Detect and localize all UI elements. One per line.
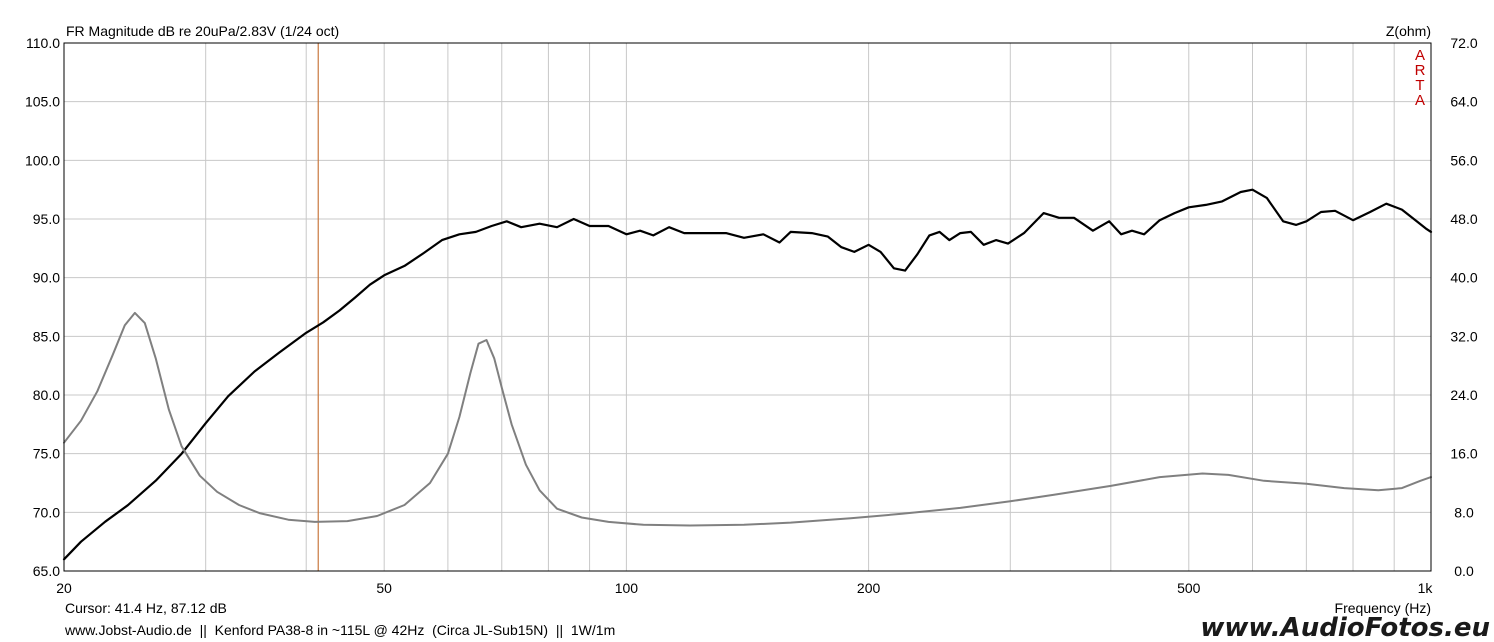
measurement-info: www.Jobst-Audio.de || Kenford PA38-8 in …	[64, 622, 615, 638]
x-tick-label: 100	[615, 580, 639, 596]
x-tick-label: 200	[857, 580, 881, 596]
left-y-tick-label: 80.0	[33, 387, 60, 403]
watermark: www.AudioFotos.eu	[1200, 613, 1490, 642]
right-axis-label: Z(ohm)	[1386, 23, 1431, 39]
series-layer	[62, 188, 1433, 561]
right-y-tick-label: 64.0	[1450, 94, 1477, 110]
left-y-tick-label: 100.0	[25, 152, 60, 168]
x-tick-label: 500	[1177, 580, 1201, 596]
left-y-tick-label: 90.0	[33, 270, 60, 286]
right-y-tick-label: 16.0	[1450, 446, 1477, 462]
left-y-tick-label: 65.0	[33, 563, 60, 579]
cursor-readout: Cursor: 41.4 Hz, 87.12 dB	[65, 600, 227, 616]
grid-lines	[64, 43, 1431, 571]
right-y-tick-label: 8.0	[1454, 504, 1474, 520]
right-y-tick-label: 40.0	[1450, 270, 1477, 286]
right-y-tick-label: 72.0	[1450, 35, 1477, 51]
right-y-tick-label: 24.0	[1450, 387, 1477, 403]
left-y-tick-label: 70.0	[33, 504, 60, 520]
left-y-tick-label: 85.0	[33, 328, 60, 344]
arta-letter: T	[1415, 77, 1424, 94]
right-y-tick-label: 32.0	[1450, 328, 1477, 344]
left-y-tick-label: 95.0	[33, 211, 60, 227]
left-y-tick-label: 110.0	[26, 35, 60, 51]
spl-curve	[62, 188, 1433, 561]
chart-title: FR Magnitude dB re 20uPa/2.83V (1/24 oct…	[66, 23, 339, 39]
left-y-tick-label: 75.0	[33, 446, 60, 462]
plot-frame	[63, 42, 1432, 572]
impedance-curve	[63, 311, 1432, 527]
right-y-tick-label: 0.0	[1454, 563, 1474, 579]
arta-letter: A	[1415, 92, 1425, 109]
x-tick-label: 20	[56, 580, 72, 596]
x-tick-label: 50	[376, 580, 392, 596]
left-y-tick-label: 105.0	[25, 94, 60, 110]
right-y-tick-label: 48.0	[1450, 211, 1477, 227]
x-axis-label: Frequency (Hz)	[1335, 600, 1431, 616]
tick-labels: 65.0 70.0 75.0 80.0 85.0 90.0 95.0 100.0 105.0 11…	[25, 35, 1478, 596]
arta-letter: A	[1415, 47, 1425, 64]
right-y-tick-label: 56.0	[1450, 152, 1477, 168]
arta-letter: R	[1415, 62, 1426, 79]
x-tick-label: 1k	[1418, 580, 1434, 596]
